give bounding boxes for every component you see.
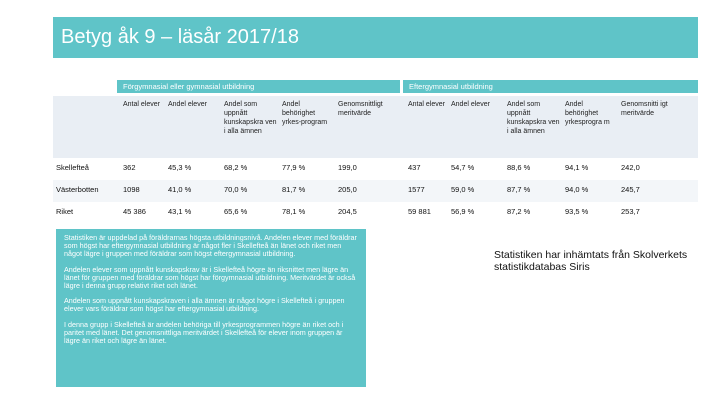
table-cell: 54,7 % (451, 163, 475, 172)
table-cell: 245,7 (621, 185, 640, 194)
table-cell: 87,7 % (507, 185, 531, 194)
table-cell: 43,1 % (168, 207, 192, 216)
table-row-bg (53, 180, 698, 202)
table-cell: 45 386 (123, 207, 146, 216)
column-header: Andel elever (451, 101, 490, 108)
column-header: Andel behörighet yrkes-program (282, 101, 328, 126)
table-cell: 77,9 % (282, 163, 306, 172)
column-header: Andel som uppnått kunskapskra ven i alla… (224, 101, 277, 135)
table-cell: 362 (123, 163, 136, 172)
table-cell: 437 (408, 163, 421, 172)
column-header: Genomsnitti igt meritvärde (621, 101, 668, 117)
group-header-pregymnasial: Förgymnasial eller gymnasial utbildning (117, 80, 400, 93)
table-cell: 81,7 % (282, 185, 306, 194)
notes-box: Statistiken är uppdelad på föräldrarnas … (56, 229, 366, 387)
table-cell: 41,0 % (168, 185, 192, 194)
row-label: Västerbotten (56, 185, 99, 194)
table-row-bg (53, 202, 698, 224)
column-header-band (53, 96, 698, 158)
table-cell: 94,1 % (565, 163, 589, 172)
table-row-bg (53, 158, 698, 180)
table-cell: 1098 (123, 185, 140, 194)
table-cell: 68,2 % (224, 163, 248, 172)
table-cell: 242,0 (621, 163, 640, 172)
table-cell: 87,2 % (507, 207, 531, 216)
table-cell: 205,0 (338, 185, 357, 194)
column-header: Andel elever (168, 101, 207, 108)
note-paragraph: Andelen som uppnått kunskapskraven i all… (64, 296, 345, 314)
table-cell: 59 881 (408, 207, 431, 216)
row-label: Riket (56, 207, 74, 216)
table-cell: 204,5 (338, 207, 357, 216)
table-cell: 199,0 (338, 163, 357, 172)
column-header: Andel behörighet yrkesprogra m (565, 101, 610, 126)
table-cell: 65,6 % (224, 207, 248, 216)
note-paragraph: I denna grupp i Skellefteå är andelen be… (64, 319, 344, 346)
column-header: Genomsnittligt meritvärde (338, 101, 383, 117)
note-paragraph: Statistiken är uppdelad på föräldrarnas … (64, 233, 357, 259)
table-cell: 78,1 % (282, 207, 306, 216)
table-cell: 94,0 % (565, 185, 589, 194)
table-cell: 93,5 % (565, 207, 589, 216)
table-cell: 1577 (408, 185, 425, 194)
table-cell: 45,3 % (168, 163, 192, 172)
row-label: Skellefteå (56, 163, 89, 172)
slide-title: Betyg åk 9 – läsår 2017/18 (53, 17, 698, 58)
table-cell: 70,0 % (224, 185, 248, 194)
column-header: Andel som uppnått kunskapskra ven i alla… (507, 101, 560, 135)
table-cell: 59,0 % (451, 185, 475, 194)
table-cell: 88,6 % (507, 163, 531, 172)
column-header: Antal elever (123, 101, 160, 108)
note-paragraph: Andelen elever som uppnått kunskapskrav … (64, 264, 356, 291)
group-header-postgymnasial: Eftergymnasial utbildning (403, 80, 698, 93)
table-cell: 253,7 (621, 207, 640, 216)
source-note: Statistiken har inhämtats från Skolverke… (494, 249, 688, 273)
column-header: Antal elever (408, 101, 445, 108)
table-cell: 56,9 % (451, 207, 475, 216)
